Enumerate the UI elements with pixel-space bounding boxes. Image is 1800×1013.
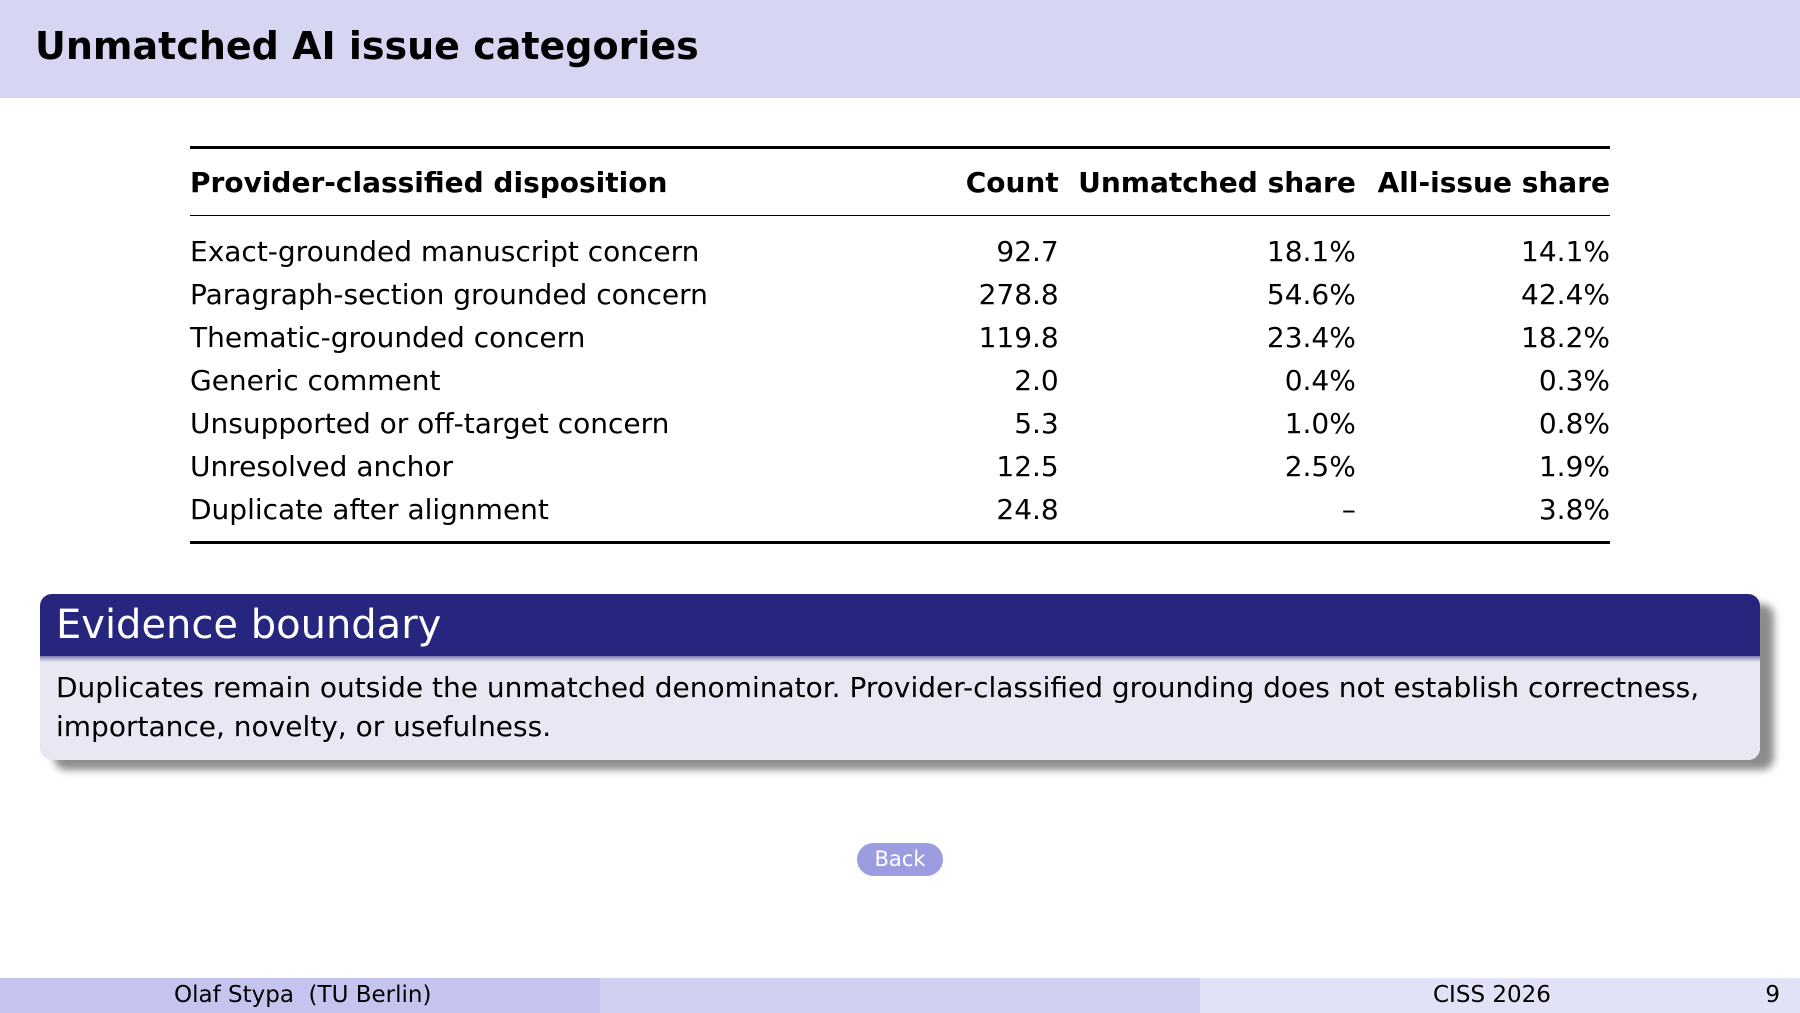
table-row: Duplicate after alignment 24.8 – 3.8% (190, 488, 1610, 543)
disposition-cell: Unsupported or off-target concern (190, 407, 670, 440)
unmatched-share-cell: 2.5% (1284, 450, 1356, 483)
block-title: Evidence boundary (40, 594, 1760, 656)
footer-middle-segment (600, 978, 1200, 1013)
header-count: Count (965, 165, 1059, 199)
all-issue-share-cell: 14.1% (1521, 235, 1610, 268)
page-number: 9 (1765, 982, 1780, 1008)
back-button[interactable]: Back (857, 843, 943, 876)
unmatched-share-cell: 0.4% (1284, 364, 1356, 397)
count-cell: 2.0 (1014, 364, 1059, 397)
table-row: Unsupported or off-target concern 5.3 1.… (190, 402, 1610, 445)
disposition-cell: Paragraph-section grounded concern (190, 278, 708, 311)
disposition-cell: Unresolved anchor (190, 450, 454, 483)
evidence-boundary-block: Evidence boundary Duplicates remain outs… (40, 594, 1760, 760)
block-body: Duplicates remain outside the unmatched … (40, 656, 1760, 760)
disposition-cell: Generic comment (190, 364, 441, 397)
unmatched-share-cell: 1.0% (1284, 407, 1356, 440)
header-all-issue-share: All-issue share (1377, 165, 1610, 199)
title-bar: Unmatched AI issue categories (0, 0, 1800, 98)
footer-left-segment: Olaf Stypa (TU Berlin) (0, 978, 600, 1013)
disposition-cell: Exact-grounded manuscript concern (190, 235, 700, 268)
table-row: Generic comment 2.0 0.4% 0.3% (190, 359, 1610, 402)
footer-right-segment (1200, 978, 1800, 1013)
all-issue-share-cell: 1.9% (1538, 450, 1610, 483)
table-row: Paragraph-section grounded concern 278.8… (190, 273, 1610, 316)
header-disposition: Provider-classified disposition (190, 165, 668, 199)
header-unmatched-share: Unmatched share (1078, 165, 1356, 199)
table-row: Thematic-grounded concern 119.8 23.4% 18… (190, 316, 1610, 359)
all-issue-share-cell: 42.4% (1521, 278, 1610, 311)
count-cell: 24.8 (996, 493, 1059, 526)
disposition-cell: Duplicate after alignment (190, 493, 549, 526)
disposition-cell: Thematic-grounded concern (190, 321, 586, 354)
unmatched-share-cell: 54.6% (1266, 278, 1356, 311)
table-header-row: Provider-classified disposition Count Un… (190, 147, 1610, 216)
unmatched-share-cell: 18.1% (1266, 235, 1356, 268)
all-issue-share-cell: 0.8% (1538, 407, 1610, 440)
count-cell: 12.5 (996, 450, 1059, 483)
footer-author: Olaf Stypa (TU Berlin) (174, 982, 432, 1008)
all-issue-share-cell: 3.8% (1538, 493, 1610, 526)
count-cell: 119.8 (978, 321, 1059, 354)
table-row: Unresolved anchor 12.5 2.5% 1.9% (190, 445, 1610, 488)
footer: Olaf Stypa (TU Berlin) CISS 2026 9 (0, 978, 1800, 1013)
slide-title: Unmatched AI issue categories (35, 24, 699, 68)
count-cell: 92.7 (996, 235, 1059, 268)
count-cell: 278.8 (978, 278, 1059, 311)
all-issue-share-cell: 18.2% (1521, 321, 1610, 354)
table-row: Exact-grounded manuscript concern 92.7 1… (190, 216, 1610, 274)
count-cell: 5.3 (1014, 407, 1059, 440)
unmatched-share-cell: – (1341, 493, 1356, 526)
disposition-table: Provider-classified disposition Count Un… (190, 146, 1610, 544)
disposition-table-container: Provider-classified disposition Count Un… (190, 146, 1610, 544)
unmatched-share-cell: 23.4% (1266, 321, 1356, 354)
all-issue-share-cell: 0.3% (1538, 364, 1610, 397)
footer-conference: CISS 2026 (1433, 982, 1551, 1008)
